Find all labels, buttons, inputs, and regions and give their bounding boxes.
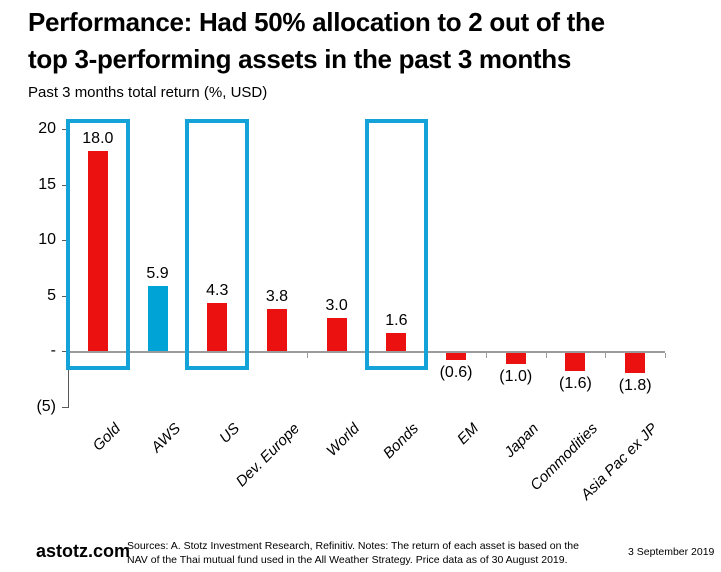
category-label: Bonds — [380, 420, 423, 463]
y-axis-label: 20 — [38, 120, 56, 137]
y-axis-title: Past 3 months total return (%, USD) — [28, 84, 268, 101]
y-axis-label: 15 — [38, 175, 56, 193]
y-axis-tick — [62, 184, 68, 186]
category-label: US — [216, 420, 244, 447]
y-axis-tick — [62, 295, 68, 297]
bar — [386, 333, 407, 351]
bar — [625, 353, 646, 373]
category-label: Dev. Europe — [232, 420, 303, 491]
footer-brand: astotz.com — [36, 541, 131, 561]
y-axis-label: 5 — [47, 286, 56, 304]
footer-sources-line2: mutual fund used in the All Weather Stra… — [203, 554, 568, 566]
y-axis-tick — [62, 406, 68, 408]
bar — [446, 353, 467, 360]
bar-value-label: 3.8 — [265, 287, 289, 305]
category-label: AWS — [147, 420, 184, 456]
bar — [207, 303, 228, 351]
bar-value-label: 4.3 — [206, 282, 229, 300]
x-axis-tick — [306, 353, 308, 358]
bar — [266, 308, 287, 351]
footer-sources-note: Sources: A. Stotz Investment Research, R… — [127, 539, 597, 567]
category-label: Japan — [500, 420, 542, 461]
x-axis-tick — [485, 353, 487, 358]
bar-value-label: 3.0 — [325, 296, 348, 314]
bar-value-label: (1.8) — [618, 376, 652, 394]
footer-date: 3 September 2019 — [628, 546, 715, 558]
bar-value-label: (1.0) — [499, 368, 533, 386]
bar-value-label: (1.6) — [558, 374, 592, 392]
x-axis-tick — [665, 353, 666, 358]
highlight-box — [364, 119, 429, 370]
bar-value-label: 5.9 — [146, 264, 169, 282]
x-axis-tick — [605, 353, 607, 358]
bar-value-label: (0.6) — [439, 363, 473, 381]
y-axis-label: - — [50, 342, 56, 359]
highlight-box — [185, 119, 250, 370]
y-axis-label: (5) — [36, 397, 56, 415]
category-label: Asia Pac ex JP — [577, 420, 662, 504]
bar — [505, 353, 526, 365]
y-axis-tick — [62, 129, 68, 130]
category-label: World — [322, 420, 363, 460]
y-axis-tick — [62, 240, 68, 241]
highlight-box — [66, 119, 130, 370]
x-axis-tick — [545, 353, 547, 358]
bar-value-label: 1.6 — [385, 312, 408, 330]
bar — [326, 317, 347, 351]
y-axis-tick — [62, 351, 68, 352]
category-label: Gold — [89, 420, 124, 455]
category-label: EM — [454, 420, 483, 448]
category-label: Commodities — [527, 420, 602, 494]
chart-title: Performance: Had 50% allocation to 2 out… — [28, 4, 708, 78]
bar — [565, 353, 586, 371]
footer-sources-line1: Sources: A. Stotz Investment Research, R… — [127, 540, 579, 566]
chart-title-line1: Performance: Had 50% allocation to 2 out… — [28, 7, 605, 37]
chart-title-line2: top 3-performing assets in the past 3 mo… — [28, 44, 571, 74]
bar-value-label: 18.0 — [82, 130, 114, 148]
y-axis-label: 10 — [38, 231, 56, 248]
bar — [147, 285, 168, 351]
bar — [87, 151, 108, 351]
